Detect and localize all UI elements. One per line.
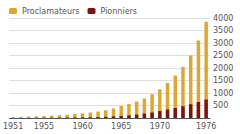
svg-text:1960: 1960: [72, 122, 92, 131]
svg-text:2500: 2500: [213, 51, 233, 60]
svg-text:2000: 2000: [213, 64, 233, 73]
svg-text:1500: 1500: [213, 76, 233, 85]
svg-text:4000: 4000: [213, 14, 233, 23]
svg-text:1951: 1951: [3, 122, 23, 131]
svg-text:1970: 1970: [150, 122, 170, 131]
svg-text:Pionniers: Pionniers: [100, 7, 137, 16]
svg-text:1976: 1976: [196, 122, 216, 131]
svg-text:500: 500: [213, 101, 228, 110]
svg-text:Proclamateurs: Proclamateurs: [22, 7, 80, 16]
svg-text:3000: 3000: [213, 39, 233, 48]
svg-text:1955: 1955: [34, 122, 54, 131]
svg-text:1000: 1000: [213, 89, 233, 98]
svg-text:1965: 1965: [111, 122, 131, 131]
svg-text:3500: 3500: [213, 26, 233, 35]
